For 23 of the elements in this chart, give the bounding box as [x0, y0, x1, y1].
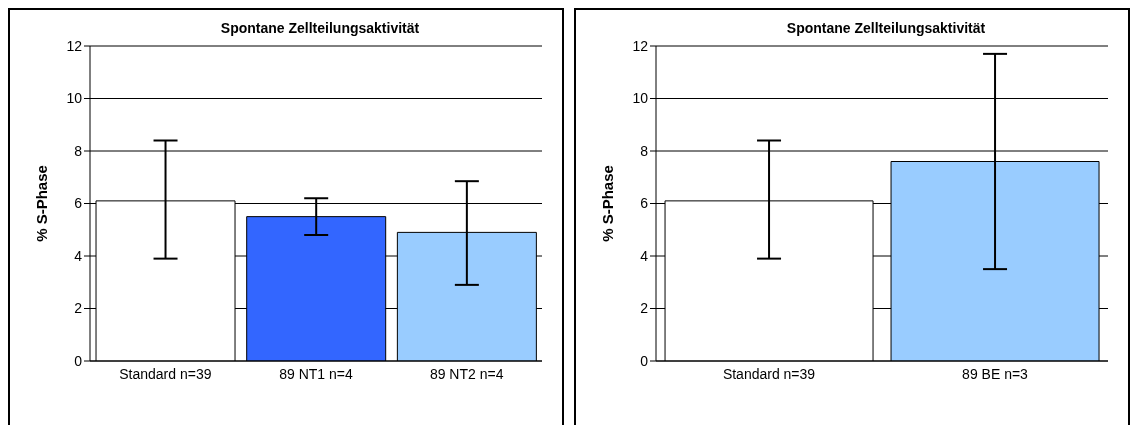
y-tick-label: 8: [74, 142, 83, 159]
y-tick-label: 6: [74, 195, 83, 212]
chart-title: Spontane Zellteilungsaktivität: [219, 20, 421, 36]
y-tick-label: 0: [74, 352, 83, 369]
y-tick-label: 10: [66, 90, 83, 107]
x-tick-label: Standard n=39: [722, 365, 816, 382]
x-tick-label: 89 NT1 n=4: [279, 365, 353, 382]
y-tick-label: 6: [640, 195, 649, 212]
y-tick-label: 2: [640, 300, 649, 317]
y-tick-label: 10: [632, 90, 649, 107]
chart-title: Spontane Zellteilungsaktivität: [785, 20, 987, 36]
y-tick-label: 12: [66, 37, 83, 54]
y-tick-label: 0: [640, 352, 649, 369]
x-tick-label: 89 BE n=3: [962, 365, 1029, 382]
y-axis-title: % S-Phase: [33, 165, 51, 242]
x-tick-label: 89 NT2 n=4: [429, 365, 504, 382]
y-tick-label: 12: [632, 37, 649, 54]
x-tick-label: Standard n=39: [119, 365, 212, 382]
y-tick-label: 2: [74, 300, 83, 317]
y-axis-title: % S-Phase: [599, 165, 617, 242]
y-tick-label: 4: [640, 247, 649, 264]
y-tick-label: 8: [640, 142, 649, 159]
y-tick-label: 4: [74, 247, 83, 264]
